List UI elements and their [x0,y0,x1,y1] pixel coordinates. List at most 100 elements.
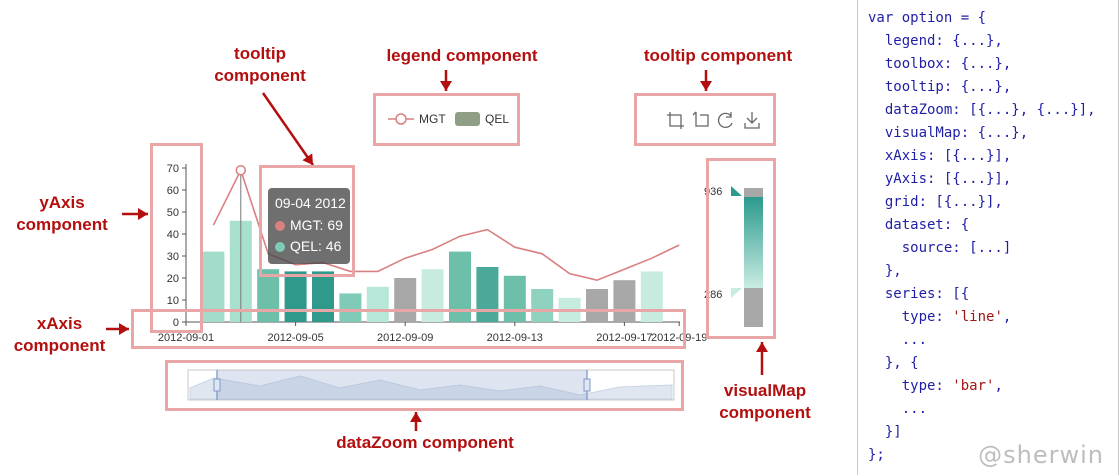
x-tick-label-4: 2012-09-17 [596,332,652,344]
code-line: }, [868,263,902,279]
x-tick-label-5: 2012-09-19 [651,332,707,344]
xaxis-highlight-box [131,309,686,349]
code-line: series: [{ [868,286,970,302]
datazoom-right-handle [583,378,591,392]
arrow-xaxis-head [119,323,129,335]
bar-0 [202,251,225,322]
crop-icon[interactable] [667,112,684,129]
y-tick-label-7: 70 [167,163,179,175]
code-line: yAxis: [{...}], [868,171,1012,187]
crop-icon-shape [667,112,684,129]
tooltip-qel-text: QEL: 46 [290,238,342,254]
y-tick-label-5: 50 [167,207,179,219]
x-tick-label-3: 2012-09-13 [487,332,543,344]
code-line: visualMap: {...}, [868,125,1029,141]
undo-icon[interactable] [692,111,709,127]
tooltip-row-qel: QEL: 46 [275,238,341,254]
code-line: grid: [{...}], [868,194,1003,210]
x-tick-label-2: 2012-09-09 [377,332,433,344]
legend-qel-label: QEL [485,112,509,126]
y-axis: 0 10 20 30 40 50 60 70 [167,163,187,329]
code-line: type: 'line', [868,309,1012,325]
tooltip-highlight-box [259,165,355,277]
datazoom-highlight-box [165,360,684,411]
xaxis-label-line2: component [13,336,106,355]
code-line: }] [868,424,902,440]
tooltip-left-label: tooltip component [200,43,320,87]
legend-mgt-label: MGT [419,112,446,126]
annotation-arrows [106,70,768,431]
vmap-out-bottom [744,288,763,327]
x-tick-label-0: 2012-09-01 [158,332,214,344]
refresh-icon-shape [717,112,733,128]
code-line: type: 'bar', [868,378,1003,394]
download-icon[interactable] [744,112,760,129]
vmap-handle-top [731,186,742,196]
y-tick-label-3: 30 [167,251,179,263]
visualmap-label-line1: visualMap [723,381,807,400]
tooltip-popup: 09-04 2012 MGT: 69 QEL: 46 [268,188,350,264]
bar-6 [366,286,389,322]
bar-2 [257,269,280,322]
code-line: dataset: { [868,217,970,233]
arrow-datazoom-head [410,412,422,422]
tooltip-right-label-text: tooltip component [643,46,793,65]
legend[interactable]: MGT QEL [388,112,509,126]
code-line: dataZoom: [{...}, {...}], [868,102,1096,118]
data-zoom[interactable] [187,369,675,401]
datazoom-label: dataZoom component [300,432,550,454]
toolbox-highlight-box [634,93,776,146]
visualmap-label-line2: component [719,403,811,422]
tooltip-mgt-text: MGT: 69 [290,217,343,233]
arrow-tooltip-left-head [302,153,313,165]
yaxis-highlight-box [150,143,203,333]
arrow-tooltip-right-head [700,81,712,91]
toolbox [667,111,760,129]
bar-8 [421,269,444,322]
code-panel: @sherwin var option = { legend: {...}, t… [857,0,1119,475]
legend-label: legend component [362,45,562,67]
datazoom-window [217,370,587,400]
yaxis-label-line2: component [16,215,108,234]
mgt-dot-icon [275,221,285,231]
vmap-handle-bottom [731,288,742,298]
refresh-icon[interactable] [717,112,733,128]
datazoom-label-text: dataZoom component [336,433,514,452]
tooltip-left-line1: tooltip [234,44,286,63]
code-line: var option = { [868,10,987,26]
visualmap-label: visualMap component [700,380,830,424]
download-icon-shape [744,112,760,129]
bar-series [202,220,663,322]
y-tick-label-1: 10 [167,295,179,307]
arrow-legend-head [440,81,452,91]
vmap-out-top [744,188,763,197]
watermark: @sherwin [978,441,1104,469]
legend-label-text: legend component [386,46,538,65]
code-line: }; [868,447,885,463]
code-line: legend: {...}, [868,33,1003,49]
bar-10 [476,267,499,322]
highlight-point [235,164,247,176]
code-line: }, { [868,355,919,371]
yaxis-label-line1: yAxis [39,193,85,212]
xaxis-label-line1: xAxis [36,314,83,333]
code-line: source: [...] [868,240,1012,256]
x-tick-label-1: 2012-09-05 [267,332,323,344]
qel-dot-icon [275,242,285,252]
arrow-tooltip-left-shaft [261,92,315,166]
code-line: ... [868,401,928,417]
y-tick-label-2: 20 [167,273,179,285]
datazoom-left-handle [213,378,221,392]
legend-highlight-box [373,93,520,146]
bar-5 [339,293,362,322]
xaxis-label: xAxis component [2,313,117,357]
code-line: ... [868,332,928,348]
tooltip-row-mgt: MGT: 69 [275,217,343,233]
bar-12 [531,289,554,322]
undo-icon-shape [692,111,709,127]
legend-qel-swatch [455,112,480,126]
bar-9 [449,251,471,322]
bar-14 [586,289,608,322]
